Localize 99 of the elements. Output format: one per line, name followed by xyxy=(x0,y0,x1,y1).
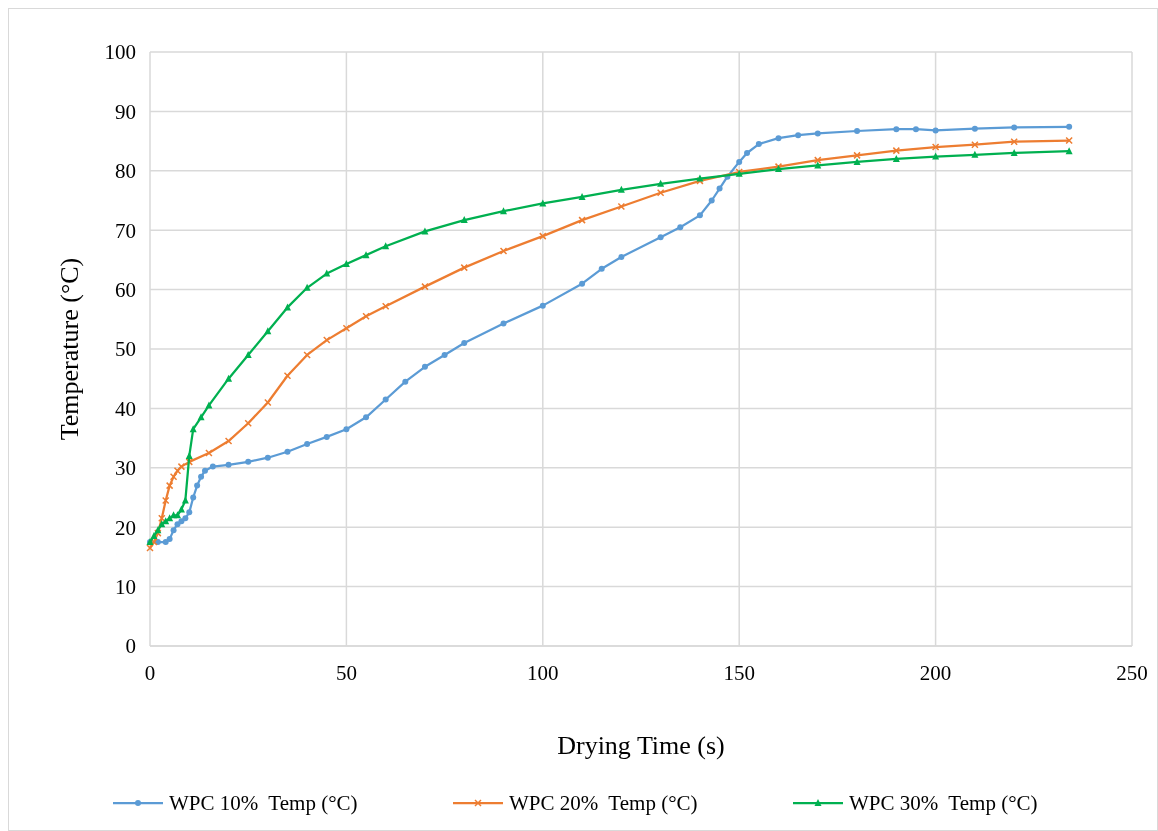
point xyxy=(1065,147,1073,155)
point xyxy=(162,539,169,546)
point xyxy=(154,539,161,546)
point xyxy=(657,179,665,187)
point xyxy=(205,449,213,457)
y-tick-label: 10 xyxy=(115,574,136,599)
x-tick-label: 0 xyxy=(144,661,156,685)
y-tick-label: 20 xyxy=(115,515,136,540)
x-tick-label: 250 xyxy=(1116,661,1148,685)
point xyxy=(657,234,664,241)
point xyxy=(245,458,252,465)
point xyxy=(244,419,252,427)
point xyxy=(853,157,861,165)
point xyxy=(775,135,782,142)
y-axis-title: Temperature (°C) xyxy=(55,257,84,441)
point xyxy=(539,302,546,309)
y-tick-label: 50 xyxy=(115,337,136,362)
point xyxy=(178,518,185,525)
point xyxy=(716,185,723,192)
point xyxy=(578,192,586,200)
point xyxy=(362,251,370,259)
point xyxy=(170,527,177,534)
point xyxy=(1066,123,1073,130)
point xyxy=(912,126,919,133)
point xyxy=(198,473,205,480)
point xyxy=(185,451,193,459)
y-tick-label: 30 xyxy=(115,456,136,481)
point xyxy=(197,413,205,421)
point xyxy=(225,461,232,468)
point xyxy=(303,351,311,359)
point xyxy=(736,158,743,165)
point xyxy=(618,253,625,260)
point xyxy=(186,509,193,516)
point xyxy=(814,130,821,137)
point xyxy=(579,280,586,287)
y-tick-label: 70 xyxy=(115,218,136,243)
point xyxy=(578,216,586,224)
y-tick-label: 0 xyxy=(125,634,136,659)
point xyxy=(1011,124,1018,131)
point xyxy=(382,396,389,403)
point xyxy=(598,265,605,272)
legend-label: WPC 10% Temp (°C) xyxy=(169,791,358,816)
point xyxy=(323,269,331,277)
point xyxy=(932,127,939,134)
point xyxy=(1010,148,1018,156)
point xyxy=(441,351,448,358)
x-axis-title: Drying Time (s) xyxy=(557,731,725,760)
point xyxy=(617,185,625,193)
point xyxy=(146,544,154,552)
point xyxy=(244,350,252,358)
point xyxy=(708,197,715,204)
y-tick-label: 80 xyxy=(115,159,136,184)
point xyxy=(166,536,173,543)
point xyxy=(323,433,330,440)
point xyxy=(892,154,900,162)
point xyxy=(283,303,291,311)
point xyxy=(971,125,978,132)
point xyxy=(342,260,350,268)
point xyxy=(795,132,802,139)
point xyxy=(402,378,409,385)
point xyxy=(696,212,703,219)
y-tick-label: 90 xyxy=(115,99,136,124)
point xyxy=(744,149,751,156)
point xyxy=(500,320,507,327)
point xyxy=(755,141,762,148)
legend-label: WPC 30% Temp (°C) xyxy=(849,791,1038,816)
point xyxy=(177,462,186,471)
point xyxy=(182,515,189,522)
point xyxy=(165,481,174,490)
x-tick-label: 200 xyxy=(919,661,952,685)
point xyxy=(893,126,900,133)
legend-label: WPC 20% Temp (°C) xyxy=(509,791,698,816)
point xyxy=(264,454,271,461)
point xyxy=(500,207,508,215)
point xyxy=(209,463,216,470)
point xyxy=(150,532,158,540)
point xyxy=(421,227,429,235)
point xyxy=(225,374,233,382)
point xyxy=(854,128,861,134)
point xyxy=(190,494,197,501)
point xyxy=(304,441,311,448)
point xyxy=(201,467,208,474)
point xyxy=(284,448,291,455)
point xyxy=(461,340,468,347)
point xyxy=(363,414,370,421)
point xyxy=(343,426,350,433)
x-tick-label: 150 xyxy=(723,661,755,685)
point xyxy=(303,283,311,291)
point xyxy=(677,224,684,231)
x-tick-label: 100 xyxy=(527,661,559,685)
y-tick-label: 100 xyxy=(104,40,136,65)
point xyxy=(174,511,181,519)
x-tick-label: 50 xyxy=(335,661,357,685)
y-tick-label: 60 xyxy=(115,277,136,302)
point xyxy=(421,363,428,370)
point xyxy=(194,482,201,489)
y-tick-label: 40 xyxy=(115,396,136,421)
point xyxy=(971,150,979,158)
point xyxy=(932,152,940,160)
